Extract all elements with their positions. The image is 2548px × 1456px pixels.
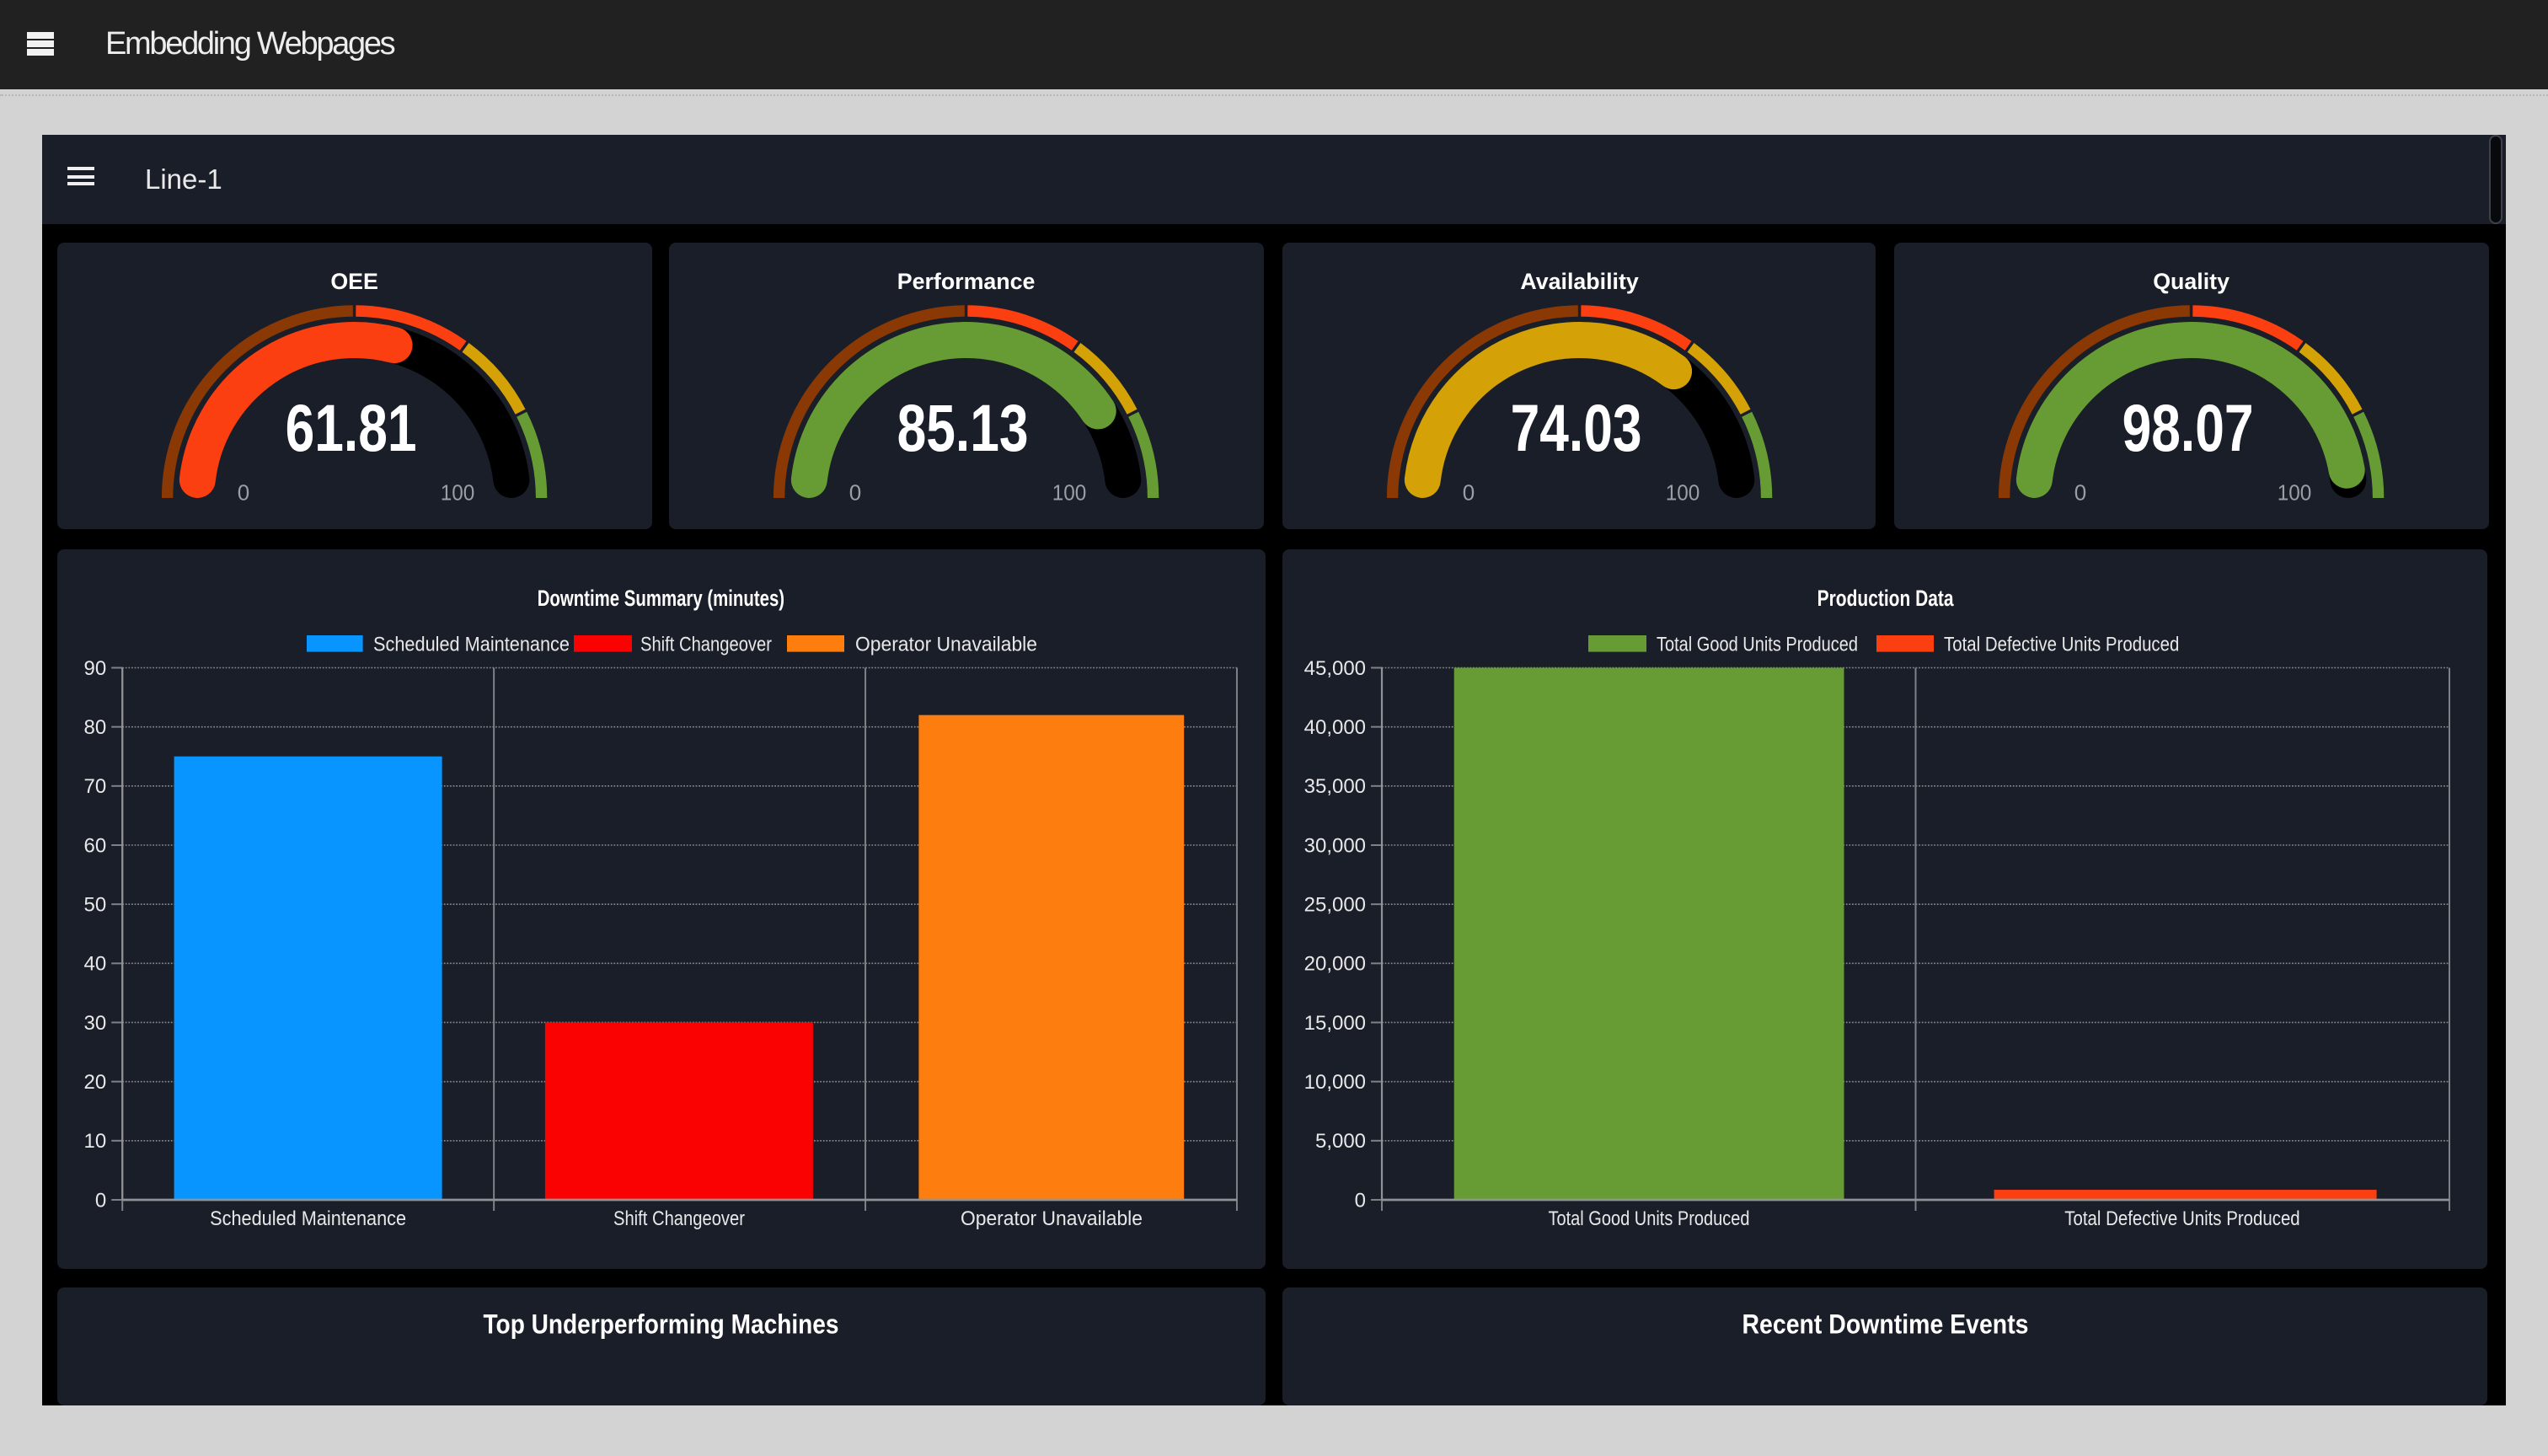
svg-text:Scheduled Maintenance: Scheduled Maintenance — [373, 632, 570, 655]
svg-text:20: 20 — [84, 1070, 107, 1093]
svg-text:80: 80 — [84, 715, 107, 738]
svg-text:Operator Unavailable: Operator Unavailable — [855, 632, 1037, 655]
svg-text:Total Good Units Produced: Total Good Units Produced — [1548, 1207, 1749, 1229]
svg-text:40: 40 — [84, 952, 107, 975]
svg-text:Total Defective Units Produced: Total Defective Units Produced — [1944, 632, 2179, 655]
svg-text:90: 90 — [84, 656, 107, 679]
svg-text:0: 0 — [1354, 1188, 1365, 1211]
svg-text:70: 70 — [84, 774, 107, 797]
svg-text:Production Data: Production Data — [1817, 584, 1954, 610]
svg-text:Top Underperforming Machines: Top Underperforming Machines — [484, 1309, 839, 1339]
svg-text:98.07: 98.07 — [2122, 390, 2254, 464]
svg-text:5,000: 5,000 — [1315, 1129, 1366, 1152]
svg-text:Total Good Units Produced: Total Good Units Produced — [1657, 632, 1858, 655]
svg-text:100: 100 — [1665, 479, 1700, 505]
svg-text:100: 100 — [2278, 479, 2312, 505]
svg-text:30: 30 — [84, 1011, 107, 1034]
svg-text:45,000: 45,000 — [1303, 656, 1365, 679]
svg-text:Downtime Summary (minutes): Downtime Summary (minutes) — [538, 584, 784, 610]
svg-text:25,000: 25,000 — [1303, 893, 1365, 916]
svg-text:61.81: 61.81 — [286, 390, 417, 464]
svg-text:Scheduled Maintenance: Scheduled Maintenance — [210, 1207, 406, 1229]
svg-text:Shift Changeover: Shift Changeover — [640, 632, 772, 655]
svg-text:10: 10 — [84, 1129, 107, 1152]
svg-text:60: 60 — [84, 833, 107, 856]
svg-text:0: 0 — [850, 479, 862, 505]
svg-text:40,000: 40,000 — [1303, 715, 1365, 738]
svg-text:Quality: Quality — [2154, 268, 2230, 293]
svg-text:0: 0 — [2074, 479, 2086, 505]
svg-text:0: 0 — [95, 1188, 106, 1211]
svg-text:100: 100 — [441, 479, 475, 505]
svg-text:Recent Downtime Events: Recent Downtime Events — [1742, 1309, 2028, 1339]
svg-text:Total Defective Units Produced: Total Defective Units Produced — [2064, 1207, 2299, 1229]
svg-text:30,000: 30,000 — [1303, 833, 1365, 856]
svg-text:74.03: 74.03 — [1510, 390, 1641, 464]
svg-text:Shift Changeover: Shift Changeover — [613, 1207, 745, 1229]
svg-text:Availability: Availability — [1520, 268, 1639, 293]
svg-text:50: 50 — [84, 893, 107, 916]
svg-text:35,000: 35,000 — [1303, 774, 1365, 797]
svg-text:OEE: OEE — [330, 268, 378, 293]
svg-text:10,000: 10,000 — [1303, 1070, 1365, 1093]
svg-text:0: 0 — [1463, 479, 1475, 505]
svg-text:15,000: 15,000 — [1303, 1011, 1365, 1034]
svg-text:20,000: 20,000 — [1303, 952, 1365, 975]
svg-text:Operator Unavailable: Operator Unavailable — [961, 1207, 1143, 1229]
svg-text:100: 100 — [1053, 479, 1088, 505]
svg-text:0: 0 — [238, 479, 249, 505]
svg-text:Performance: Performance — [898, 268, 1036, 293]
svg-text:85.13: 85.13 — [897, 390, 1029, 464]
